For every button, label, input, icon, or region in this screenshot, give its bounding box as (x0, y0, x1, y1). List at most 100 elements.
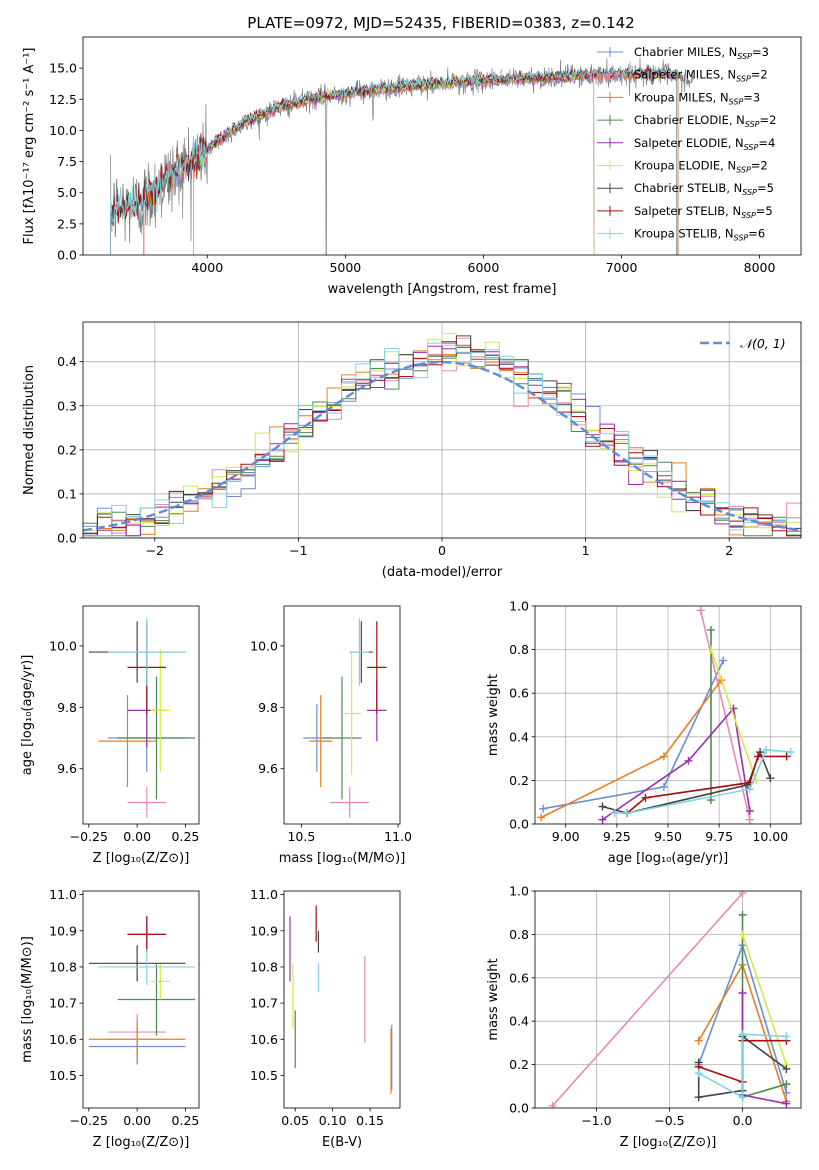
y-tick-label: 0.4 (509, 729, 529, 744)
spectrum-model-kroupa-elodie (193, 70, 595, 255)
weight-marker (766, 774, 775, 783)
legend-label: Salpeter ELODIE, NSSP=4 (634, 136, 775, 152)
weight-marker (610, 809, 619, 818)
weight-marker (754, 752, 763, 761)
legend-label-suffix: =5 (757, 181, 774, 195)
x-axis-label: age [log₁₀(age/yr)] (608, 851, 729, 866)
y-tick-label: 10.0 (250, 638, 278, 653)
x-tick-label: −1.0 (581, 1113, 611, 1128)
legend-label: 𝒩(0, 1) (740, 336, 786, 351)
y-tick-label: 0.0 (57, 531, 77, 546)
y-tick-label: 9.6 (57, 761, 77, 776)
weight-marker (598, 802, 607, 811)
legend-label-subscript: SSP (741, 211, 756, 220)
plot-area (535, 606, 801, 824)
errorbar-chabrier-elodie (117, 963, 196, 1036)
weight-marker (641, 793, 650, 802)
y-axis-label: mass weight (486, 958, 501, 1040)
legend-label-text: Kroupa STELIB, N (634, 227, 734, 241)
y-tick-label: 0.0 (509, 817, 529, 832)
legend-label-text: Chabrier STELIB, N (634, 181, 742, 195)
x-tick-label: 10.00 (752, 829, 788, 844)
weight-line-chabrier-miles (543, 660, 724, 810)
panel-weight-vs-age: 9.00 9.25 9.50 9.75 10.00 0.0 0.2 0.4 0.6 0.8 1.0 a… (486, 599, 802, 866)
weight-marker (738, 988, 747, 997)
y-tick-label: 15.0 (49, 61, 77, 76)
y-tick-label: 1.0 (509, 884, 529, 899)
weight-line-kroupa-elodie (741, 934, 788, 1065)
y-tick-label: 2.5 (57, 216, 77, 231)
y-tick-label: 0.3 (57, 398, 77, 413)
weight-marker (537, 813, 546, 822)
legend-label-text: Chabrier MILES, N (634, 45, 737, 59)
weight-marker (745, 785, 754, 794)
y-tick-label: 10.8 (250, 959, 278, 974)
weight-line-salpeter-elodie (741, 993, 787, 1105)
legend-label-suffix: =5 (756, 204, 773, 218)
y-tick-label: 0.2 (509, 773, 529, 788)
axes-frame (283, 890, 401, 1109)
weight-line-salpeter-miles (551, 892, 744, 1107)
y-tick-label: 10.5 (49, 1068, 77, 1083)
errorbar-chabrier-elodie (322, 676, 362, 800)
histogram-kroupa-elodie (83, 333, 801, 531)
legend-label: Chabrier STELIB, NSSP=5 (634, 181, 774, 197)
legend-label: Salpeter MILES, NSSP=2 (634, 68, 768, 84)
x-axis-label: Z [log₁₀(Z/Z⊙)] (620, 1135, 717, 1150)
x-tick-label: 0.25 (172, 829, 200, 844)
panel-weight-vs-Z: −1.0 −0.5 0.0 0.0 0.2 0.4 0.6 0.8 1.0 Z [log₁₀(Z/… (486, 884, 802, 1150)
panel-age-vs-mass: 10.5 11.0 9.6 9.8 10.0 mass [log₁₀(M/M⊙)] (250, 605, 412, 866)
spectrum-model-kroupa-stelib (110, 66, 678, 255)
y-tick-label: 0.0 (509, 1101, 529, 1116)
panel-mass-vs-ebv: 0.05 0.10 0.15 10.5 10.6 10.7 10.8 10.9 11.0 E(B-… (250, 887, 401, 1150)
plot-area (289, 905, 393, 1094)
x-tick-label: 0.10 (319, 1113, 347, 1128)
plot-area (303, 618, 387, 818)
y-axis-label: mass weight (486, 674, 501, 756)
x-tick-label: 0.25 (172, 1113, 200, 1128)
panel-mass-vs-Z: −0.25 0.00 0.25 10.5 10.6 10.7 10.8 10.9 11.0 Z [… (20, 887, 200, 1150)
weight-line-kroupa-elodie (710, 649, 757, 781)
weight-marker (539, 804, 548, 813)
legend-label-subscript: SSP (745, 120, 760, 129)
x-axis-label: (data-model)/error (382, 565, 503, 580)
y-tick-label: 10.0 (49, 638, 77, 653)
legend-label-suffix: =2 (760, 113, 777, 127)
x-tick-label: 9.75 (705, 829, 733, 844)
weight-marker (659, 782, 668, 791)
x-tick-label: 0.00 (123, 829, 151, 844)
x-tick-label: 5000 (329, 260, 361, 275)
legend-label-text: Salpeter STELIB, N (634, 204, 741, 218)
legend-label-suffix: =2 (751, 68, 768, 82)
plot-area (110, 57, 694, 255)
weight-marker (694, 1069, 703, 1078)
legend-label-text: Kroupa ELODIE, N (634, 159, 736, 173)
normal-curve (83, 360, 799, 532)
legend-label-suffix: =3 (743, 90, 760, 104)
x-tick-label: 8000 (744, 260, 776, 275)
weight-marker (782, 1080, 791, 1089)
axes-frame (82, 605, 200, 825)
histogram-kroupa-stelib (83, 342, 801, 537)
weight-marker (756, 748, 765, 757)
errorbar-chabrier-elodie (117, 676, 196, 800)
axes-frame (534, 890, 802, 1109)
axes-frame (82, 890, 200, 1109)
y-tick-label: 10.9 (250, 923, 278, 938)
weight-line-salpeter-elodie (602, 706, 751, 821)
legend-label-suffix: =6 (748, 227, 765, 241)
weight-marker (719, 656, 728, 665)
x-tick-label: 2 (725, 543, 733, 558)
y-tick-label: 10.7 (250, 996, 278, 1011)
legend-label: Salpeter STELIB, NSSP=5 (634, 204, 773, 220)
y-tick-label: 10.8 (49, 959, 77, 974)
legend-label-subscript: SSP (744, 143, 759, 152)
plot-area (535, 891, 801, 1108)
panel-age-vs-Z: −0.25 0.00 0.25 9.6 9.8 10.0 Z [log₁₀(Z/Z⊙)] ag… (20, 605, 200, 866)
weight-marker (706, 645, 715, 654)
axes-frame (82, 36, 802, 256)
residual-legend: 𝒩(0, 1) (700, 336, 786, 351)
weight-marker (706, 625, 715, 634)
errorbar-kroupa-elodie (150, 648, 170, 772)
y-tick-label: 0.1 (57, 486, 77, 501)
